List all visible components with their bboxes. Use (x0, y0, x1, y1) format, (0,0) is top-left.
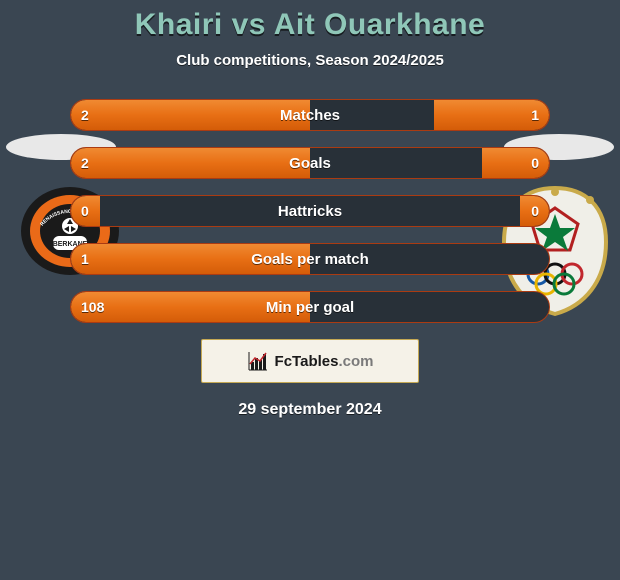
stat-label: Goals per match (71, 251, 549, 268)
bar-chart-icon (247, 350, 269, 372)
fctables-label: FcTables.com (275, 353, 374, 370)
stat-row-matches: 21Matches (70, 99, 550, 131)
stat-row-min-per-goal: 108Min per goal (70, 291, 550, 323)
stat-row-goals: 20Goals (70, 147, 550, 179)
stat-row-goals-per-match: 1Goals per match (70, 243, 550, 275)
stat-label: Goals (71, 155, 549, 172)
page-subtitle: Club competitions, Season 2024/2025 (0, 52, 620, 69)
stat-label: Min per goal (71, 299, 549, 316)
stat-row-hattricks: 00Hattricks (70, 195, 550, 227)
stat-label: Matches (71, 107, 549, 124)
page-title: Khairi vs Ait Ouarkhane (0, 8, 620, 42)
fctables-badge[interactable]: FcTables.com (201, 339, 419, 383)
stat-label: Hattricks (71, 203, 549, 220)
capture-date: 29 september 2024 (0, 401, 620, 419)
